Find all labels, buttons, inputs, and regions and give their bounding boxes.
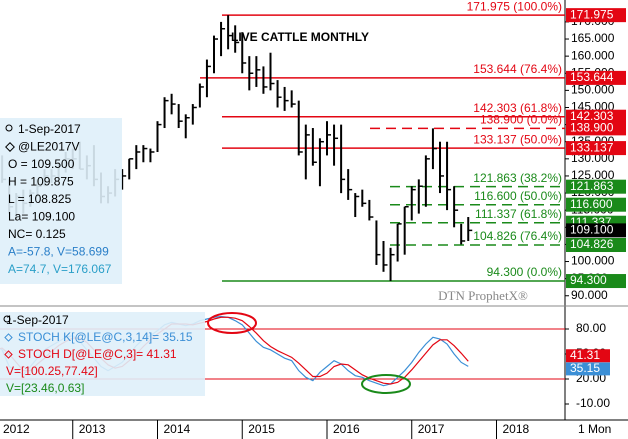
level-box-label: 171.975: [570, 7, 614, 21]
y-tick-label: 160.000: [571, 48, 615, 62]
level-label: 138.900 (0.0%): [480, 113, 562, 127]
study-legend-line: 1-Sep-2017: [6, 313, 69, 327]
level-box: [566, 197, 626, 212]
study-legend-line: V=[23.46,0.63]: [6, 381, 84, 395]
info-line: A=-57.8, V=58.699: [8, 245, 109, 259]
level-box-label: 133.137: [570, 140, 614, 154]
level-label: 116.600 (50.0%): [474, 189, 562, 203]
level-box-label: 138.900: [570, 121, 614, 135]
info-text: 1-Sep-2017 @LE2017V O = 109.500 H = 109.875…: [5, 122, 112, 276]
study-legend-line: STOCH D[@LE@C,3]= 41.31: [18, 347, 177, 361]
value-box: [566, 362, 610, 376]
study-legend-line: STOCH K[@LE@C,3,14]= 35.15: [18, 330, 193, 344]
magnifier-icon: [3, 315, 11, 323]
level-box: [566, 274, 626, 289]
level-box: [566, 121, 626, 136]
value-box-label: 41.31: [570, 348, 600, 362]
x-tick-label: 2014: [163, 422, 190, 436]
x-tick-label: 2013: [79, 422, 106, 436]
study-legend-panel: [0, 312, 205, 396]
info-line: O = 109.500: [8, 157, 75, 171]
y-tick-label: 100.000: [571, 254, 615, 268]
level-label: 153.644 (76.4%): [473, 62, 562, 76]
info-line: L = 108.825: [8, 192, 72, 206]
level-box-label: 142.303: [570, 109, 614, 123]
y-tick-label: 80.00: [576, 321, 606, 335]
last-price-box: [566, 223, 626, 238]
x-tick-label: 2017: [418, 422, 445, 436]
x-tick-label: 2018: [502, 422, 529, 436]
highlight-ellipse: [207, 312, 257, 334]
diamond-icon: [5, 142, 15, 152]
value-box-label: 35.15: [570, 361, 600, 375]
last-price-label: 109.100: [570, 223, 614, 237]
level-box-label: 153.644: [570, 70, 614, 84]
diamond-icon: [4, 333, 13, 342]
info-line: 1-Sep-2017: [18, 122, 81, 136]
level-box-label: 94.300: [570, 273, 607, 287]
chart-title: LIVE CATTLE MONTHLY: [231, 30, 369, 44]
x-tick-label: 2016: [333, 422, 360, 436]
level-box: [566, 179, 626, 194]
level-box: [566, 109, 626, 124]
level-box: [566, 8, 626, 23]
magnifier-icon: [5, 124, 13, 132]
info-line: La= 109.100: [8, 210, 75, 224]
level-label: 171.975 (100.0%): [467, 0, 562, 13]
diamond-icon: [4, 350, 13, 359]
level-box: [566, 238, 626, 253]
level-box-label: 116.600: [570, 197, 613, 211]
level-label: 111.337 (61.8%): [475, 207, 562, 221]
level-label: 104.826 (76.4%): [473, 229, 562, 243]
value-box: [566, 349, 610, 363]
x-tick-label: 2015: [248, 422, 275, 436]
info-line: H = 109.875: [8, 175, 74, 189]
level-box-label: 104.826: [570, 237, 614, 251]
info-line: NC= 0.125: [8, 227, 66, 241]
info-line: @LE2017V: [18, 140, 80, 154]
y-tick-label: 90.000: [571, 288, 608, 302]
level-label: 121.863 (38.2%): [473, 171, 562, 185]
y-tick-label: 165.000: [571, 31, 615, 45]
info-panel: [0, 118, 122, 284]
level-box: [566, 70, 626, 85]
level-box: [566, 141, 626, 156]
watermark: DTN ProphetX®: [438, 288, 528, 303]
study-legend-line: V=[100.25,77.42]: [6, 364, 98, 378]
info-line: A=74.7, V=176.067: [8, 262, 112, 276]
level-box-label: 121.863: [570, 179, 614, 193]
level-label: 142.303 (61.8%): [473, 101, 562, 115]
y-tick-label: 150.000: [571, 83, 615, 97]
x-tick-label: 2012: [3, 422, 30, 436]
level-label: 133.137 (50.0%): [473, 132, 562, 146]
y-tick-label: 125.000: [571, 168, 615, 182]
x-unit-label: 1 Mon: [578, 422, 611, 436]
level-label: 94.300 (0.0%): [487, 265, 562, 279]
y-tick-label: -10.00: [576, 396, 610, 410]
highlight-ellipse: [361, 374, 411, 394]
